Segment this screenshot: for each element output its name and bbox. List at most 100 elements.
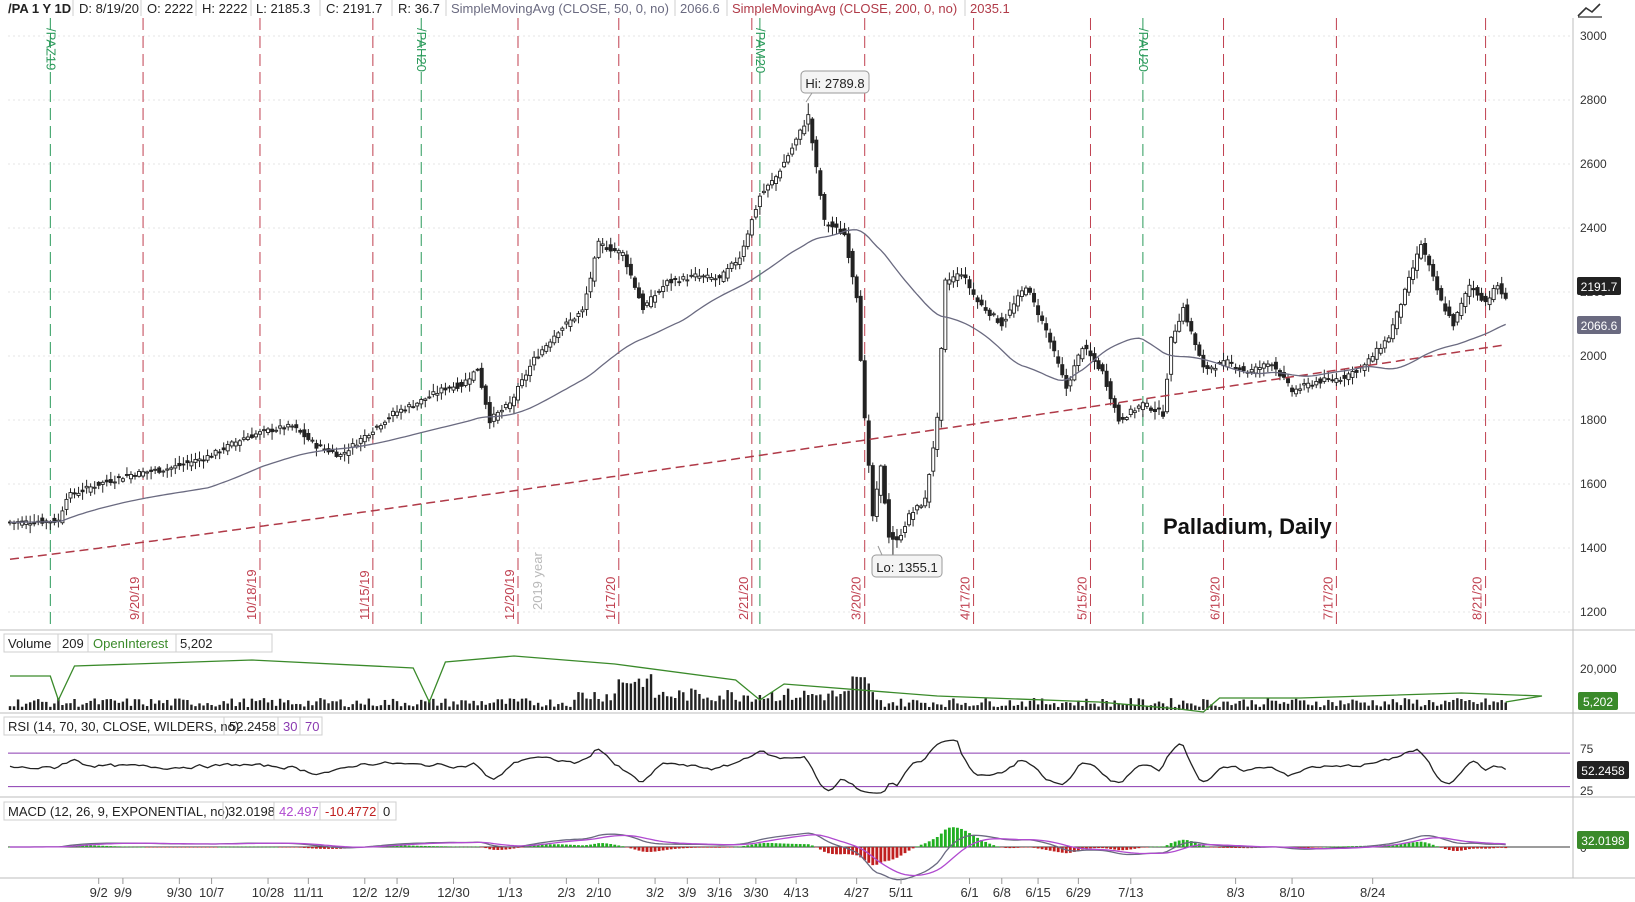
candle-body	[1394, 311, 1399, 330]
header-sma50-label[interactable]: SimpleMovingAvg (CLOSE, 50, 0, no)	[451, 1, 669, 16]
macd-hist-bar	[1310, 847, 1314, 848]
candle-body	[306, 432, 311, 440]
macd-label[interactable]: MACD (12, 26, 9, EXPONENTIAL, no)	[8, 804, 229, 819]
candle-body	[96, 481, 101, 486]
volume-bar	[516, 701, 520, 710]
volume-bar	[1077, 700, 1080, 710]
volume-bar	[758, 695, 762, 710]
header-symbol[interactable]: /PA 1 Y 1D	[8, 1, 71, 16]
candle-body	[1019, 290, 1024, 297]
volume-bar	[895, 705, 899, 710]
candle-body	[834, 223, 839, 228]
macd-hist-bar	[1165, 845, 1169, 847]
candle-body	[576, 313, 581, 317]
candle-body	[1350, 371, 1355, 378]
volume-bar	[198, 703, 201, 710]
macd-hist-bar	[1056, 847, 1060, 853]
volume-bar	[57, 698, 60, 710]
header-sma50-value: 2066.6	[680, 1, 720, 16]
candle-body	[1088, 350, 1093, 357]
macd-hist-bar	[726, 847, 730, 848]
macd-hist-bar	[548, 844, 552, 847]
macd-hist-bar	[1068, 847, 1072, 853]
header-sma200-label[interactable]: SimpleMovingAvg (CLOSE, 200, 0, no)	[732, 1, 957, 16]
candle-body	[149, 469, 154, 472]
candle-body	[657, 290, 662, 293]
macd-hist-bar	[786, 843, 790, 847]
macd-hist-bar	[722, 847, 726, 848]
candle-body	[60, 510, 65, 524]
volume-bar	[363, 704, 367, 710]
macd-hist-bar	[323, 847, 326, 849]
macd-hist-bar	[1024, 847, 1028, 848]
volume-label[interactable]: Volume	[8, 636, 51, 651]
candle-body	[108, 479, 113, 484]
macd-hist-bar	[528, 845, 532, 847]
volume-bar	[49, 706, 52, 710]
volume-bar	[428, 699, 431, 710]
macd-hist-bar	[883, 847, 887, 862]
time-tick-label: 11/11	[293, 885, 324, 900]
volume-bar	[254, 701, 258, 710]
volume-bar	[944, 706, 947, 710]
volume-bar	[1480, 702, 1483, 710]
candle-body	[378, 425, 383, 430]
volume-bar	[182, 699, 185, 710]
volume-bar	[823, 700, 826, 710]
volume-bar	[210, 704, 213, 710]
macd-hist-bar	[1000, 847, 1004, 848]
macd-hist-bar	[331, 847, 334, 849]
macd-hist-bar	[552, 844, 556, 847]
volume-bar	[722, 699, 725, 710]
macd-hist-bar	[1330, 846, 1334, 848]
volume-bar	[460, 700, 463, 710]
volume-bar	[960, 704, 963, 710]
volume-bar	[645, 678, 649, 710]
candle-body	[939, 347, 944, 421]
macd-hist-bar	[581, 845, 584, 847]
macd-hist-bar	[476, 846, 480, 848]
macd-hist-bar	[641, 847, 645, 852]
volume-bar	[1238, 700, 1241, 710]
macd-hist-bar	[395, 845, 399, 847]
volume-bar	[81, 704, 84, 710]
oi-label[interactable]: OpenInterest	[93, 636, 169, 651]
candle-body	[1136, 405, 1141, 409]
candle-body	[499, 409, 504, 413]
volume-bar	[609, 700, 612, 710]
macd-hist-bar	[935, 837, 939, 847]
volume-bar	[444, 698, 447, 710]
volume-bar	[20, 706, 24, 710]
candle-body	[1471, 288, 1476, 291]
candle-body	[72, 492, 77, 495]
candle-body	[987, 309, 992, 317]
candle-body	[399, 408, 404, 413]
volume-bar	[1032, 698, 1036, 710]
lo-callout: Lo: 1355.1	[871, 545, 943, 578]
drawing-tool-icon[interactable]	[1577, 3, 1602, 18]
candle-body	[423, 398, 428, 401]
candle-body	[1140, 402, 1145, 411]
volume-bar	[452, 701, 455, 710]
candle-body	[310, 439, 315, 442]
rsi-label[interactable]: RSI (14, 70, 30, CLOSE, WILDERS, no)	[8, 719, 239, 734]
volume-bar	[1000, 705, 1003, 710]
macd-hist-bar	[117, 846, 121, 847]
volume-bar	[162, 703, 165, 710]
candle-body	[1241, 366, 1246, 372]
candle-body	[124, 474, 129, 476]
candle-body	[733, 262, 738, 266]
volume-bar	[1464, 701, 1467, 710]
volume-bar	[65, 703, 68, 710]
header-high: H: 2222	[202, 1, 248, 16]
volume-bar	[665, 696, 669, 710]
candle-body	[568, 319, 573, 327]
volume-bar	[875, 699, 879, 710]
volume-bar	[532, 705, 536, 710]
volume-bar	[831, 690, 834, 710]
macd-hist-bar	[573, 844, 576, 847]
candle-body	[491, 413, 496, 422]
macd-hist-bar	[613, 844, 617, 847]
volume-bar	[859, 677, 862, 710]
macd-hist-bar	[1012, 847, 1016, 849]
